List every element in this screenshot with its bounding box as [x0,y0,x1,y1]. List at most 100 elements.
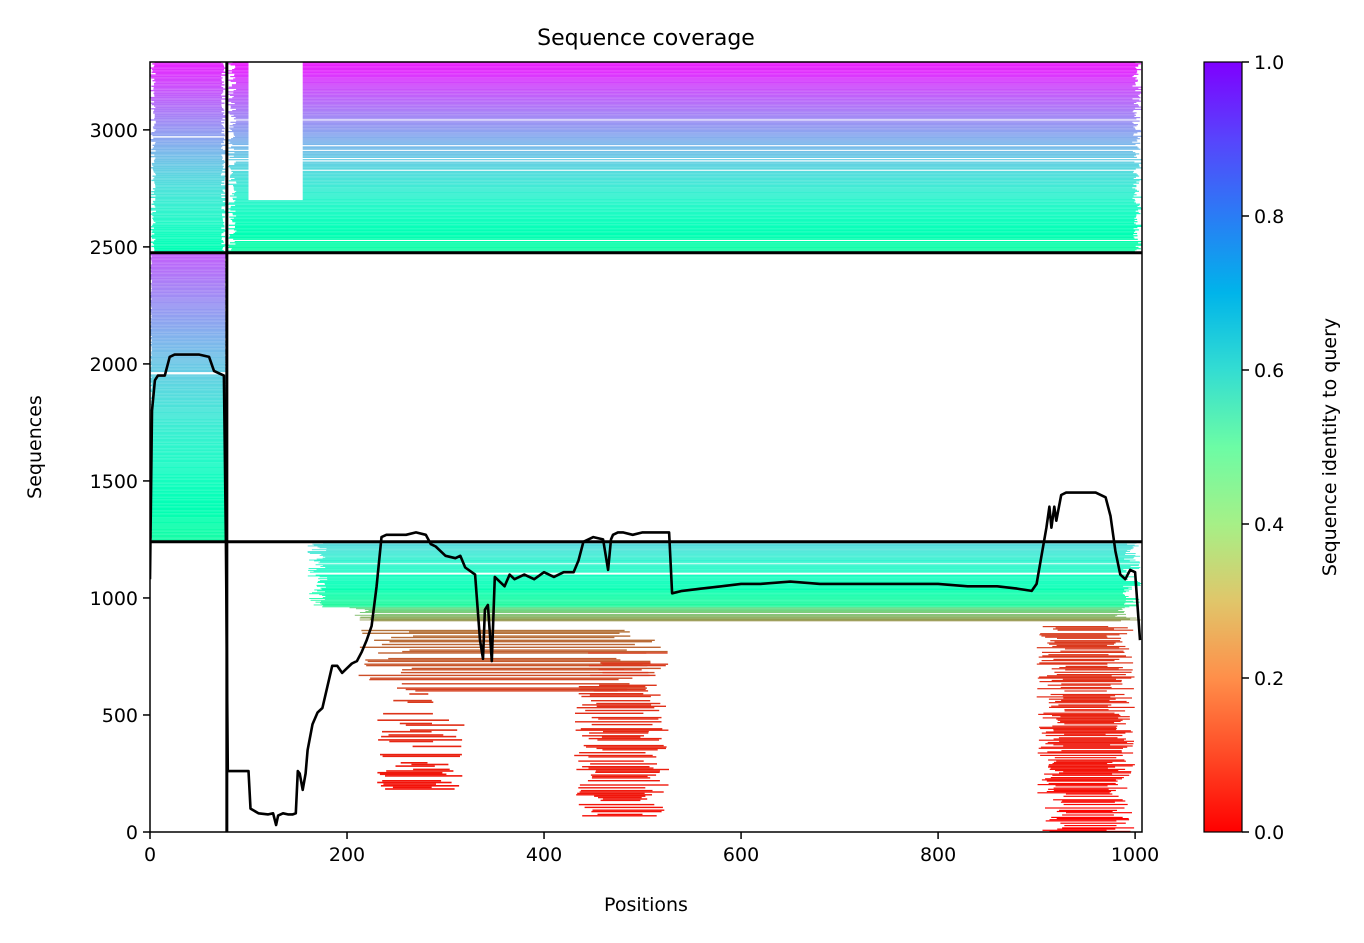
heatmap-strip [405,724,465,726]
heatmap-strip [150,271,227,273]
heatmap-strip [321,588,1133,590]
divider-lines [150,62,1142,832]
heatmap-strip [151,438,226,440]
heatmap-strip [151,392,226,394]
heatmap-strip [151,339,225,341]
heatmap-strip [405,688,628,691]
heatmap-strip [1064,690,1107,692]
heatmap-strip [153,66,225,68]
plot-frame [149,61,1143,833]
heatmap-strip [233,155,1135,157]
heatmap-strip [154,182,225,184]
heatmap-strip [152,164,223,166]
heatmap-strip [151,534,226,536]
heatmap-strip [228,140,1138,142]
heatmap-strip [154,115,227,117]
heatmap-strip [150,264,227,266]
heatmap-strip [151,442,226,444]
heatmap-strip [151,451,227,453]
heatmap-strip [151,458,226,460]
heatmap-strip [150,471,225,473]
heatmap-strip [155,106,222,109]
heatmap-strip [150,313,227,315]
heatmap-strip [151,359,226,361]
heatmap-strip [313,544,1135,546]
heatmap-strip [151,394,226,396]
heatmap-strip [152,144,227,146]
heatmap-strip [1052,645,1126,648]
heatmap-strip [602,749,658,751]
heatmap-strip [1053,730,1131,732]
heatmap-strip [597,813,643,816]
heatmap-strip [151,407,226,409]
heatmap-strip [319,547,1134,549]
heatmap-strip [364,663,643,665]
heatmap-strip [150,270,227,272]
heatmap-strip [1048,782,1116,785]
heatmap-strip [151,505,227,507]
heatmap-strip [401,683,630,685]
heatmap-strip [234,241,1142,243]
heatmap-strip [150,133,225,135]
heatmap-strip [152,70,224,72]
heatmap-strip [151,366,226,368]
heatmap-strip [150,390,226,392]
heatmap-strip [230,64,1139,66]
heatmap-strip [322,557,1134,559]
heatmap-strip [230,128,1136,130]
heatmap-strip [236,182,1139,184]
heatmap-strip [151,527,227,529]
heatmap-strip [1062,814,1114,816]
heatmap-strip [1063,803,1128,806]
heatmap-strip [359,646,661,648]
heatmap-strip [231,115,1135,117]
heatmap-strip [155,185,227,187]
heatmap-strip [154,249,224,252]
heatmap-strip [154,233,222,235]
heatmap-strip [226,93,1140,95]
heatmap-strip [151,262,227,264]
heatmap-strip [231,85,1133,87]
heatmap-strip [595,770,660,772]
heatmap-strip [1061,750,1122,752]
heatmap-strip [150,480,227,483]
heatmap-strip [153,160,225,162]
heatmap-strip [151,538,226,540]
heatmap-strip [152,224,225,227]
heatmap-strip [590,674,656,677]
heatmap-strip [228,208,1142,210]
heatmap-strip [151,317,227,319]
heatmap-strip [233,126,1134,128]
heatmap-strip [150,235,226,238]
heatmap-strip [410,729,458,731]
heatmap-strip [1048,765,1133,767]
heatmap-strip [151,312,226,314]
heatmap-strip [1053,789,1116,792]
heatmap-strip [231,173,1137,175]
heatmap-strip [150,268,226,270]
heatmap-strip [1056,644,1108,646]
heatmap-strip [150,358,227,360]
heatmap-strip [1052,715,1121,717]
heatmap-strip [228,98,1133,100]
heatmap-strip [321,600,1134,602]
heatmap-strip [409,631,630,633]
heatmap-strip [1048,654,1109,656]
heatmap-strip [150,275,226,277]
heatmap-strip [579,752,646,754]
heatmap-strip [227,104,1139,106]
heatmap-strip [1045,778,1122,780]
colorbar-tick-label: 0.0 [1254,822,1284,844]
heatmap-strip [1057,828,1116,830]
heatmap-strip [309,598,1138,599]
heatmap-strip [150,332,226,334]
heatmap-strip [393,699,432,702]
heatmap-strip [150,363,227,366]
heatmap-strip [1038,739,1124,741]
heatmap-strip [588,664,666,667]
heatmap-strip [151,485,226,487]
heatmap-strip [228,70,1138,72]
heatmap-strip [591,716,662,719]
heatmap-strip [389,740,434,743]
heatmap-strip [151,470,226,472]
